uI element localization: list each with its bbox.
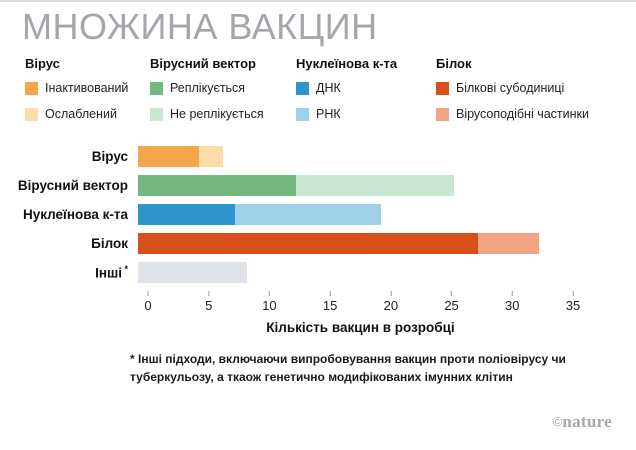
legend-group-viral-vector: Вірусний вектор Реплікується Не реплікує… xyxy=(150,56,296,133)
legend-group-title: Білок xyxy=(436,56,472,71)
bar-track xyxy=(138,146,563,167)
category-label: Нуклеїнова к-та xyxy=(22,207,128,222)
category-label: Вірус xyxy=(91,149,128,164)
tick-mark xyxy=(147,291,149,296)
x-tick: 5 xyxy=(205,291,212,313)
copyright-symbol: © xyxy=(552,414,563,429)
legend-group-nucleic-acid: Нуклеїнова к-та ДНК РНК xyxy=(296,56,436,133)
tick-mark xyxy=(390,291,392,296)
x-axis-title: Кількість вакцин в розробці xyxy=(266,320,455,335)
legend: Вірус Інактивований Ослаблений Вірусний … xyxy=(25,56,636,133)
legend-item: РНК xyxy=(296,107,436,121)
chart-row: Вірус xyxy=(10,146,610,167)
bar-chart: Вірус Вірусний вектор Нуклеїнова к-та Білок… xyxy=(10,146,610,335)
legend-item: Ослаблений xyxy=(25,107,150,121)
x-tick: 30 xyxy=(505,291,520,313)
bar-segment xyxy=(198,146,223,167)
x-tick: 15 xyxy=(323,291,337,313)
category-label: Білок xyxy=(91,236,128,251)
tick-label: 15 xyxy=(322,298,338,313)
page-title: МНОЖИНА ВАКЦИН xyxy=(22,6,378,47)
legend-item-label: РНК xyxy=(316,107,341,121)
tick-mark xyxy=(329,291,331,296)
x-tick: 20 xyxy=(384,291,398,313)
legend-item-label: Вірусоподібні частинки xyxy=(456,107,589,121)
legend-group-title: Нуклеїнова к-та xyxy=(296,56,398,71)
tick-mark xyxy=(268,291,270,296)
category-label: Інші * xyxy=(95,264,128,281)
legend-item-label: Не реплікується xyxy=(170,107,264,121)
bar-segment xyxy=(295,175,454,196)
color-swatch xyxy=(150,81,163,95)
bar-track xyxy=(138,175,563,196)
tick-label: 20 xyxy=(383,298,399,313)
tick-mark xyxy=(451,291,453,296)
nature-logo: ©nature xyxy=(553,412,612,432)
legend-item-label: ДНК xyxy=(316,81,341,95)
bar-segment xyxy=(138,262,248,283)
legend-item-label: Інактивований xyxy=(45,81,129,95)
legend-group-title: Вірусний вектор xyxy=(150,56,256,71)
chart-row: Інші * xyxy=(10,262,610,283)
legend-item-label: Білкові субодиниці xyxy=(456,81,565,95)
legend-item: Білкові субодиниці xyxy=(436,81,636,95)
bar-segment xyxy=(138,204,236,225)
legend-item: Вірусоподібні частинки xyxy=(436,107,636,121)
x-tick: 0 xyxy=(144,291,152,313)
tick-mark xyxy=(208,291,210,296)
brand-name: nature xyxy=(562,412,612,431)
tick-label: 30 xyxy=(505,298,520,313)
tick-label: 0 xyxy=(144,298,152,313)
footnote: * Інші підходи, включаючи випробовування… xyxy=(130,352,566,384)
x-tick: 25 xyxy=(444,291,459,313)
tick-label: 25 xyxy=(444,298,459,313)
chart-row: Білок xyxy=(10,233,610,254)
tick-mark xyxy=(511,291,513,296)
legend-item: Реплікується xyxy=(150,81,296,95)
color-swatch xyxy=(436,107,449,121)
tick-label: 35 xyxy=(565,298,581,313)
bar-segment xyxy=(235,204,381,225)
tick-mark xyxy=(572,291,574,296)
color-swatch xyxy=(296,107,309,121)
legend-item-label: Реплікується xyxy=(170,81,246,95)
color-swatch xyxy=(296,81,309,95)
bar-track xyxy=(138,204,563,225)
legend-group-title: Вірус xyxy=(25,56,60,71)
category-label: Вірусний вектор xyxy=(17,178,128,193)
x-tick: 10 xyxy=(262,291,277,313)
chart-row: Нуклеїнова к-та xyxy=(10,204,610,225)
color-swatch xyxy=(150,107,163,121)
x-axis: 0 5 10 15 20 25 30 35 xyxy=(144,291,580,317)
bar-segment xyxy=(138,233,478,254)
tick-label: 5 xyxy=(205,298,213,313)
legend-item: Інактивований xyxy=(25,81,150,95)
legend-group-protein: Білок Білкові субодиниці Вірусоподібні ч… xyxy=(436,56,636,133)
tick-label: 10 xyxy=(262,298,277,313)
legend-item: ДНК xyxy=(296,81,436,95)
legend-group-virus: Вірус Інактивований Ослаблений xyxy=(25,56,150,133)
legend-item: Не реплікується xyxy=(150,107,296,121)
bar-segment xyxy=(138,146,199,167)
bar-track xyxy=(138,233,563,254)
color-swatch xyxy=(25,81,38,95)
chart-row: Вірусний вектор xyxy=(10,175,610,196)
bar-segment xyxy=(478,233,539,254)
legend-item-label: Ослаблений xyxy=(45,107,117,121)
bar-segment xyxy=(138,175,296,196)
x-tick: 35 xyxy=(566,291,580,313)
bar-rows: Вірус Вірусний вектор Нуклеїнова к-та Білок… xyxy=(10,146,610,283)
color-swatch xyxy=(25,107,38,121)
bar-track xyxy=(138,262,563,283)
color-swatch xyxy=(436,81,449,95)
